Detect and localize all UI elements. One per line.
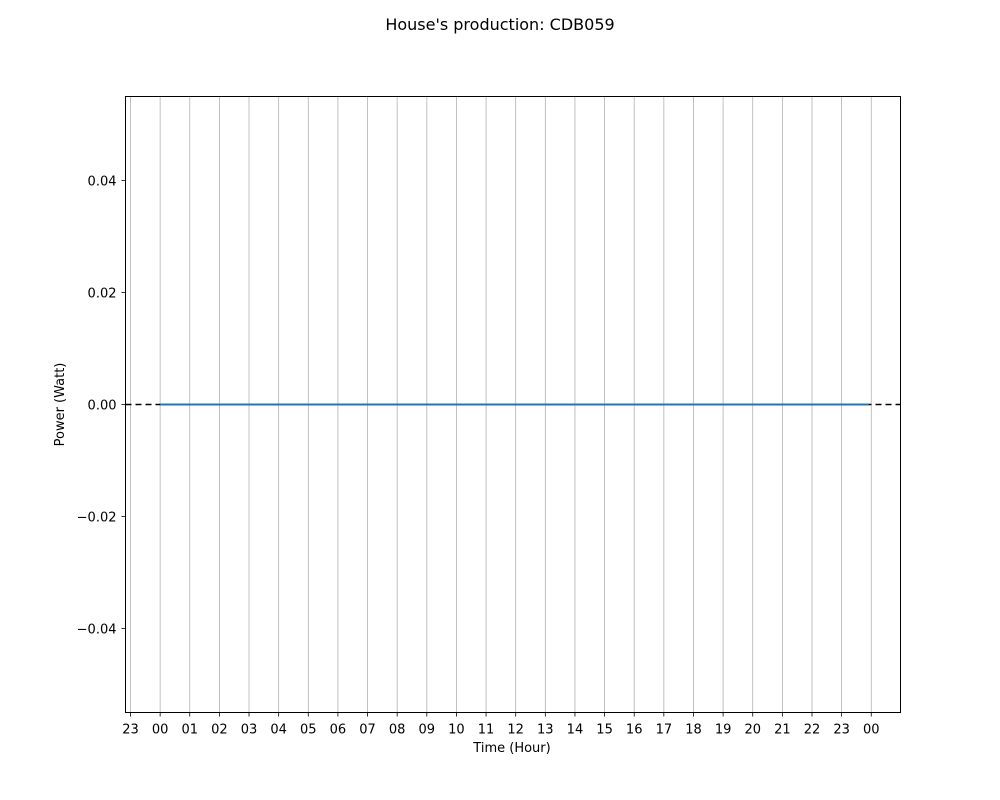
x-tick-label: 00 — [152, 723, 169, 738]
y-axis-label: Power (Watt) — [53, 363, 68, 447]
y-tick-label: −0.04 — [77, 623, 117, 638]
x-axis-ticks: 23 00 01 02 03 04 05 06 07 08 09 10 11 12 13 14 15 16 17 18… — [122, 712, 880, 738]
x-tick-label: 08 — [389, 723, 406, 738]
x-tick-label: 04 — [270, 723, 287, 738]
x-tick-label: 11 — [478, 723, 495, 738]
x-tick-label: 01 — [181, 723, 198, 738]
y-axis-ticks: 0.04 0.02 0.00 −0.02 −0.04 — [77, 175, 126, 638]
x-tick-label: 05 — [300, 723, 317, 738]
x-tick-label: 20 — [744, 723, 761, 738]
x-axis-label: Time (Hour) — [472, 741, 550, 756]
x-tick-label: 17 — [656, 723, 673, 738]
x-tick-label: 19 — [715, 723, 732, 738]
chart-title: House's production: CDB059 — [385, 15, 614, 34]
x-tick-label: 00 — [863, 723, 880, 738]
x-tick-label: 18 — [685, 723, 702, 738]
x-tick-label: 12 — [507, 723, 524, 738]
x-tick-label: 21 — [774, 723, 791, 738]
y-tick-label: 0.02 — [88, 287, 117, 302]
y-tick-label: 0.00 — [88, 399, 117, 414]
y-tick-label: −0.02 — [77, 511, 117, 526]
x-tick-label: 10 — [448, 723, 465, 738]
x-tick-label: 02 — [211, 723, 228, 738]
x-tick-label: 13 — [537, 723, 554, 738]
x-tick-label: 07 — [359, 723, 376, 738]
x-tick-label: 09 — [419, 723, 436, 738]
x-tick-label: 15 — [596, 723, 613, 738]
x-tick-label: 06 — [330, 723, 347, 738]
x-tick-label: 03 — [241, 723, 258, 738]
x-tick-label: 23 — [122, 723, 139, 738]
y-tick-label: 0.04 — [88, 175, 117, 190]
x-tick-label: 16 — [626, 723, 643, 738]
x-tick-label: 14 — [567, 723, 584, 738]
x-tick-label: 23 — [833, 723, 850, 738]
x-tick-label: 22 — [804, 723, 821, 738]
